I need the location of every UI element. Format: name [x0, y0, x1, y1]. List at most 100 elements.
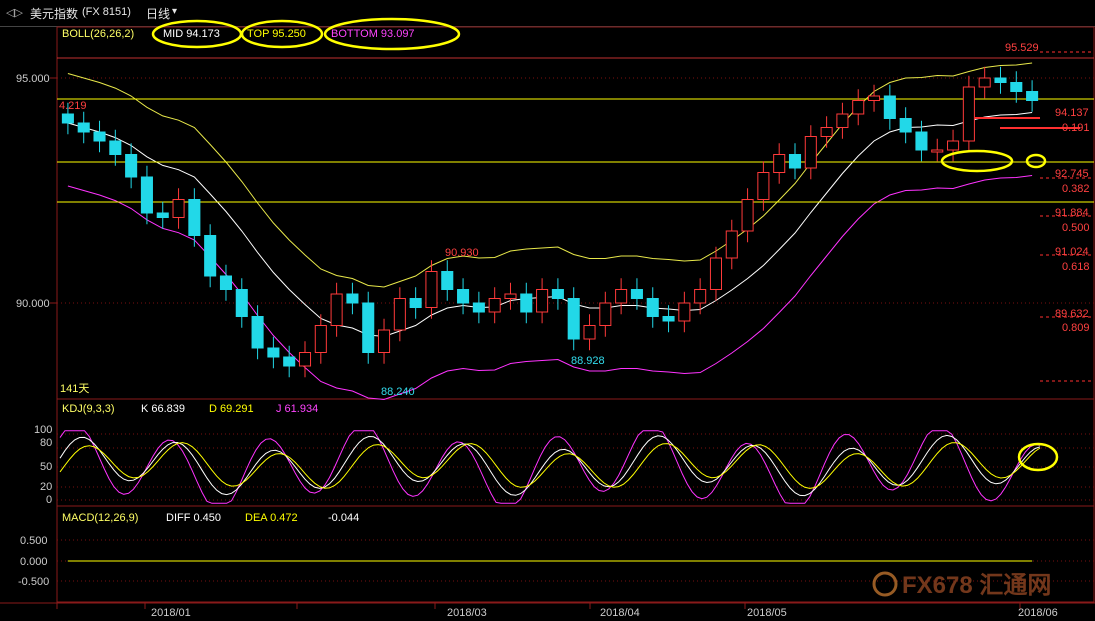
boll-top-value: TOP 95.250	[247, 28, 306, 40]
x-tick-may: 2018/05	[747, 607, 787, 619]
highlight-ellipse-support	[940, 149, 1014, 173]
kdj-j-line	[59, 430, 1041, 504]
period-select[interactable]: 日线	[146, 7, 171, 21]
candle-body-1	[77, 122, 90, 133]
kdj-d-value: D 69.291	[209, 403, 254, 415]
candle-body-61	[1026, 91, 1039, 101]
kdj-tick-0: 0	[46, 494, 52, 506]
candle-body-13	[267, 347, 280, 358]
candlesticks	[61, 66, 1039, 378]
candle-body-54	[915, 131, 928, 151]
days-label: 141天	[60, 383, 89, 395]
candle-body-12	[251, 316, 264, 349]
annotation-88928: 88.928	[571, 355, 605, 367]
candle-body-0	[61, 113, 74, 124]
candle-body-46	[788, 154, 802, 169]
candle-body-26	[472, 302, 485, 313]
highlight-circle-kdj	[1017, 442, 1059, 472]
x-tick-apr: 2018/04	[600, 607, 640, 619]
kdj-j-value: J 61.934	[276, 403, 318, 415]
candle-body-3	[109, 140, 122, 155]
boll-top-line	[67, 62, 1033, 288]
boll-mid-line	[67, 112, 1033, 338]
candle-body-55	[931, 149, 944, 153]
fib-ratio-2: 0.382	[1062, 183, 1090, 195]
candle-body-40	[694, 289, 707, 304]
boll-mid-value: MID 94.173	[163, 28, 220, 40]
x-tick-mar: 2018/03	[447, 607, 487, 619]
macd-label: MACD(12,26,9)	[62, 512, 138, 524]
kdj-tick-50: 50	[40, 461, 52, 473]
boll-bottom-value: BOTTOM 93.097	[331, 28, 415, 40]
x-tick-jan: 2018/01	[151, 607, 191, 619]
y-tick-90: 90.000	[16, 298, 50, 310]
candle-body-38	[662, 316, 675, 322]
candle-body-28	[504, 293, 517, 299]
instrument-name[interactable]: 美元指数	[30, 7, 79, 21]
grid	[50, 77, 1094, 609]
fib-labels: 94.137 0.191 92.745 0.382 91.884 0.500 9…	[1055, 107, 1090, 334]
candle-body-7	[172, 199, 185, 218]
fib-ratio-3: 0.500	[1062, 222, 1090, 234]
fib-price-4: 91.024	[1055, 246, 1089, 258]
candle-body-53	[899, 118, 912, 133]
candle-body-19	[362, 302, 375, 353]
boll-bottom-line	[67, 175, 1033, 401]
main-panel-frame	[56, 26, 1095, 400]
candle-body-11	[235, 289, 248, 317]
candle-body-6	[156, 212, 169, 218]
macd-panel-frame	[56, 505, 1095, 603]
macd-dea-value: DEA 0.472	[245, 512, 298, 524]
candle-body-33	[583, 325, 596, 340]
kdj-k-line	[59, 434, 1041, 497]
annotation-high-left: 4.219	[59, 100, 87, 112]
annotation-90930: 90.930	[445, 247, 479, 259]
instrument-code: (FX 8151)	[82, 6, 131, 18]
candle-body-58	[978, 77, 991, 88]
chevron-down-icon[interactable]: ▾	[172, 6, 178, 17]
macd-tick-pos: 0.500	[20, 535, 48, 547]
candle-body-27	[488, 298, 501, 313]
macd-hist-value: -0.044	[328, 512, 359, 524]
candle-body-32	[567, 298, 580, 340]
boll-label: BOLL(26,26,2)	[62, 28, 134, 40]
candle-body-17	[330, 293, 343, 326]
annotation-88240: 88.240	[381, 386, 415, 398]
watermark-logo-icon	[872, 571, 898, 597]
candle-body-15	[298, 352, 312, 367]
fx678-watermark: FX678 汇通网	[872, 571, 1051, 599]
candle-body-36	[630, 289, 643, 299]
candle-body-31	[551, 289, 564, 299]
candle-body-22	[409, 298, 422, 308]
macd-tick-neg: -0.500	[18, 576, 49, 588]
candle-body-2	[93, 131, 106, 142]
candle-body-39	[678, 302, 691, 322]
candle-body-41	[709, 257, 723, 290]
nav-arrows-icon[interactable]: ◁▷	[6, 7, 23, 19]
candle-body-45	[773, 154, 786, 173]
candle-body-14	[283, 356, 296, 367]
fib-price-1: 94.137	[1055, 107, 1089, 119]
macd-tick-zero: 0.000	[20, 556, 48, 568]
x-tick-jun: 2018/06	[1018, 607, 1058, 619]
candle-body-59	[994, 77, 1007, 83]
fib-ratio-5: 0.809	[1062, 322, 1090, 334]
fib-price-3: 91.884	[1055, 207, 1089, 219]
candle-body-51	[868, 95, 881, 101]
kdj-tick-100: 100	[34, 424, 52, 436]
candle-body-34	[599, 302, 612, 326]
candle-body-42	[725, 230, 738, 259]
candle-body-9	[204, 235, 217, 277]
kdj-label: KDJ(9,3,3)	[62, 403, 115, 415]
macd-diff-value: DIFF 0.450	[166, 512, 221, 524]
candle-body-4	[125, 154, 138, 178]
candle-body-25	[457, 289, 470, 304]
candle-body-35	[615, 289, 628, 304]
fib-price-5: 89.632	[1055, 308, 1089, 320]
highlight-circle-top	[240, 19, 324, 49]
candle-body-44	[757, 172, 770, 200]
candle-body-16	[314, 325, 327, 353]
highlight-circle-band	[1025, 153, 1047, 169]
candle-body-18	[346, 293, 359, 304]
